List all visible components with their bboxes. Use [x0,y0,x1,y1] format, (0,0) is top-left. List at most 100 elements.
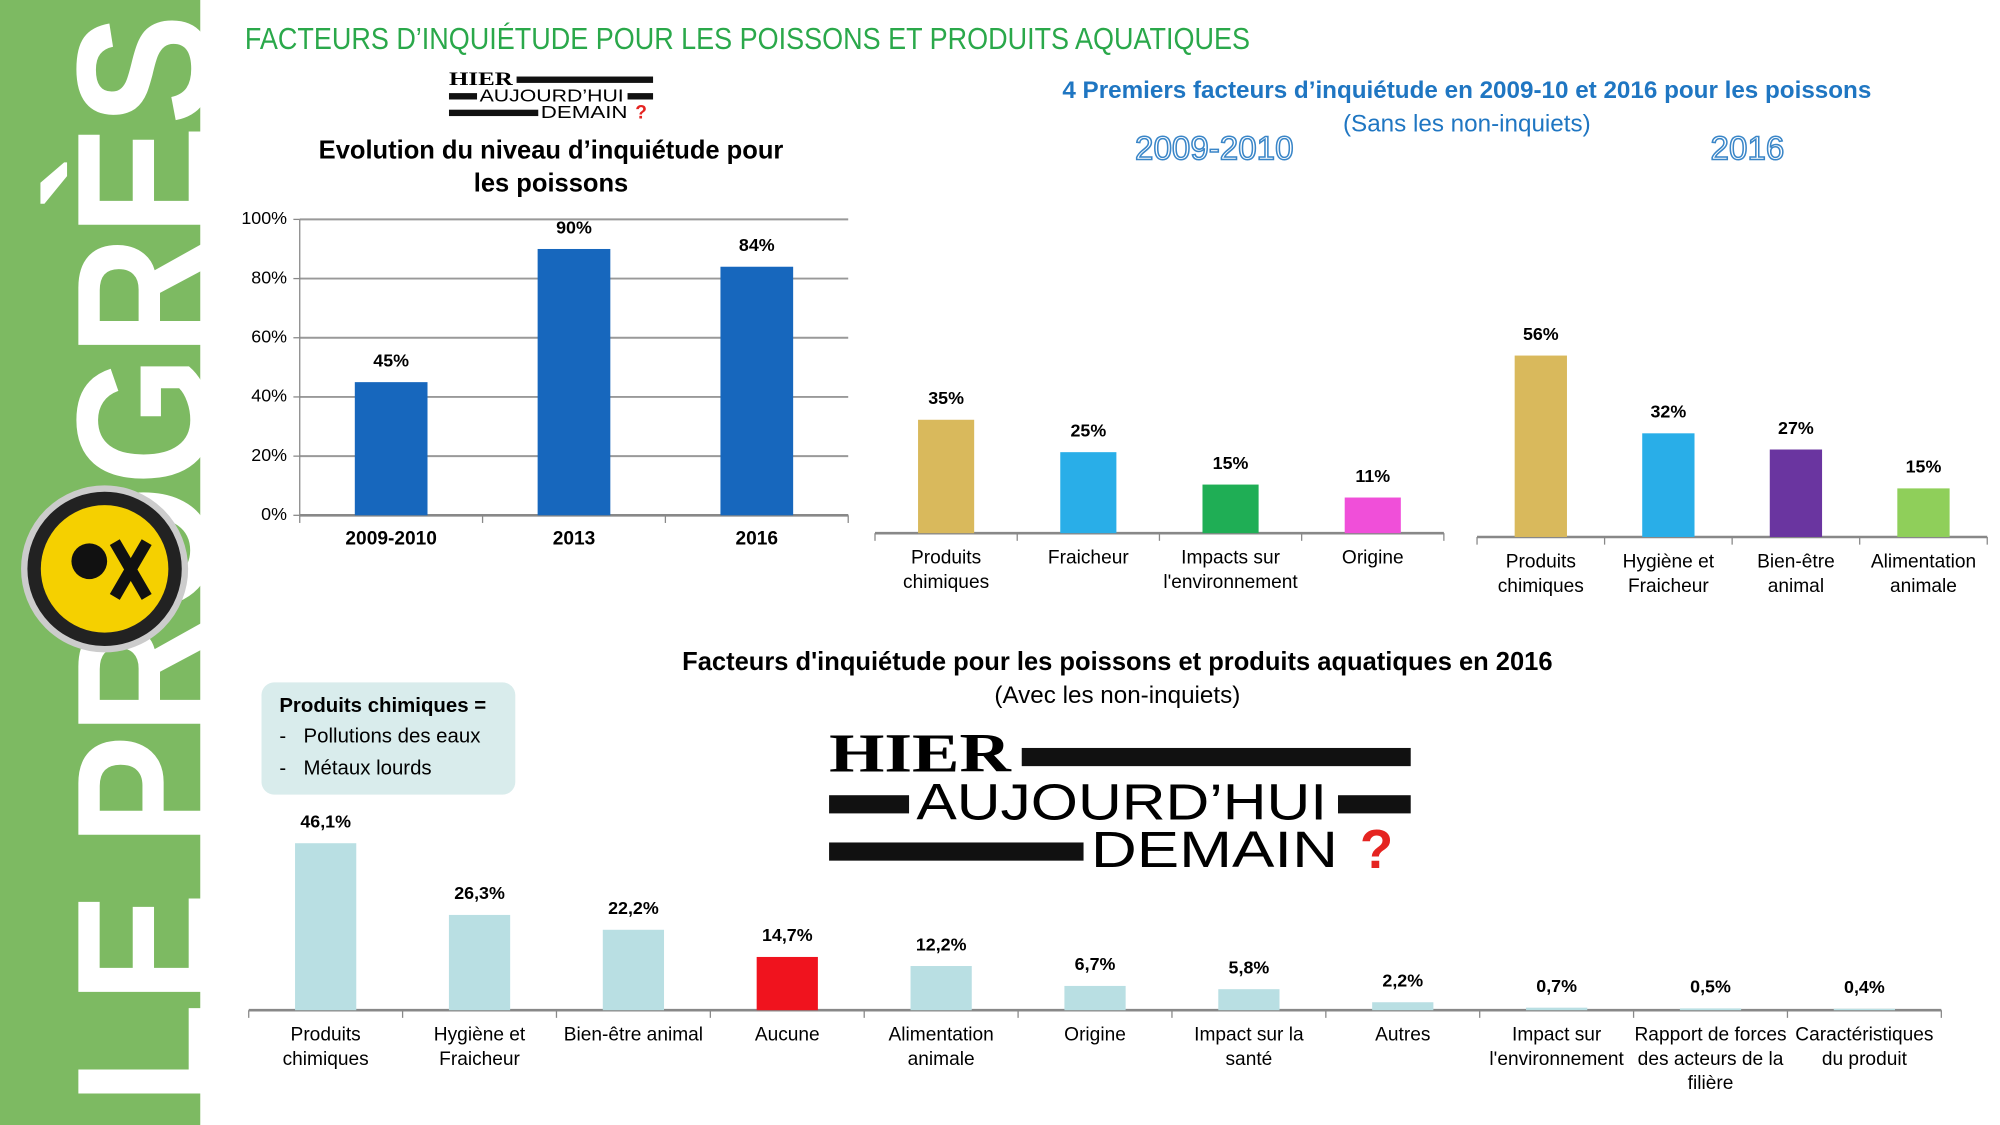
value-label: 0,4% [1844,977,1885,997]
bar [537,248,611,516]
x-tick-label: santé [1226,1049,1273,1070]
bar [1769,449,1823,537]
x-tick-label: l'environnement [1163,572,1298,593]
value-label: 2,2% [1382,971,1423,991]
bar [1642,433,1695,537]
value-label: 25% [1070,420,1106,440]
comparison-subtitle: (Sans les non-inquiets) [1343,110,1591,137]
bar [1344,497,1401,534]
note-item: Métaux lourds [304,758,432,780]
value-label: 0,5% [1690,977,1731,997]
x-tick-label: animale [908,1049,975,1070]
value-label: 0,7% [1536,976,1577,996]
x-tick-label: Fraicheur [439,1049,520,1070]
x-tick-label: Alimentation [1871,552,1976,573]
x-tick-label: Aucune [755,1025,820,1046]
value-label: 11% [1355,466,1390,486]
x-tick-label: Rapport de forces [1635,1025,1787,1046]
chart-title: les poissons [474,170,628,198]
logo-mark: ? [635,103,647,124]
value-label: 15% [1213,453,1249,473]
chart-title: 2009-2010 [1135,130,1294,167]
chart-title: Facteurs d'inquiétude pour les poissons … [682,648,1552,676]
value-label: 14,7% [762,925,813,945]
bar [720,266,794,516]
y-tick-label: 0% [261,504,287,524]
note-box [261,682,516,795]
bar [1526,1007,1588,1011]
bar [354,382,428,516]
x-tick-label: animale [1890,576,1957,597]
bar [1218,989,1280,1011]
value-label: 27% [1778,418,1814,438]
x-tick-label: filière [1688,1073,1734,1094]
bar [602,929,665,1011]
logo-bar [829,795,910,814]
x-tick-label: Autres [1375,1025,1430,1046]
x-tick-label: l'environnement [1489,1049,1624,1070]
bar [910,966,972,1011]
x-tick-label: Fraicheur [1628,576,1709,597]
logo-bar [1021,747,1411,767]
logo-bar [1338,795,1411,814]
logo-bar [627,93,654,100]
value-label: 35% [928,388,964,408]
y-tick-label: 40% [251,386,287,406]
bar [756,956,818,1011]
bar [295,843,357,1011]
x-tick-label: Hygiène et [434,1025,526,1046]
value-label: 6,7% [1075,954,1116,974]
value-label: 90% [556,217,592,237]
logo-line: DEMAIN [541,102,628,122]
comparison-title: 4 Premiers facteurs d’inquiétude en 2009… [1062,77,1871,104]
chart-title: 2016 [1711,130,1785,167]
y-tick-label: 100% [241,208,287,228]
x-tick-label: Origine [1064,1025,1126,1046]
logo-bar [448,109,539,117]
x-tick-label: du produit [1822,1049,1908,1070]
x-tick-label: Bien-être [1757,552,1835,573]
logo-bar [829,842,1084,861]
bar [918,419,975,534]
bar [448,914,511,1011]
x-tick-label: Produits [291,1025,361,1046]
x-tick-label: animal [1768,576,1824,597]
x-tick-label: Impact sur [1512,1025,1602,1046]
value-label: 12,2% [916,934,967,954]
value-label: 26,3% [454,883,505,903]
note-bullet: - [279,726,286,748]
x-tick-label: 2013 [553,529,596,550]
value-label: 22,2% [608,898,659,918]
value-label: 5,8% [1229,958,1270,978]
bar [1202,484,1259,534]
logo-line: HIER [449,69,513,90]
value-label: 32% [1651,402,1687,422]
logo-bar [448,93,478,100]
note-item: Pollutions des eaux [304,726,481,748]
bar [1897,488,1950,537]
note-bullet: - [279,758,286,780]
bar [1679,1008,1742,1011]
x-tick-label: Origine [1342,548,1404,569]
logo-line: DEMAIN [1091,821,1338,878]
brand-badge [21,485,189,653]
x-tick-label: 2016 [736,529,779,550]
x-tick-label: chimiques [1498,576,1584,597]
logo-bar [516,76,654,83]
x-tick-label: chimiques [283,1049,369,1070]
x-tick-label: chimiques [903,572,989,593]
logo-line: HIER [829,722,1012,783]
x-tick-label: Produits [911,548,981,569]
value-label: 56% [1523,324,1559,344]
x-tick-label: Caractéristiques [1795,1025,1933,1046]
y-tick-label: 20% [251,445,287,465]
logo-mark: ? [1360,819,1393,880]
x-tick-label: des acteurs de la [1638,1049,1784,1070]
x-tick-label: Impact sur la [1194,1025,1304,1046]
value-label: 45% [373,350,409,370]
x-tick-label: 2009-2010 [345,529,436,550]
bar [1064,985,1126,1011]
bar [1372,1002,1434,1011]
y-tick-label: 80% [251,267,287,287]
